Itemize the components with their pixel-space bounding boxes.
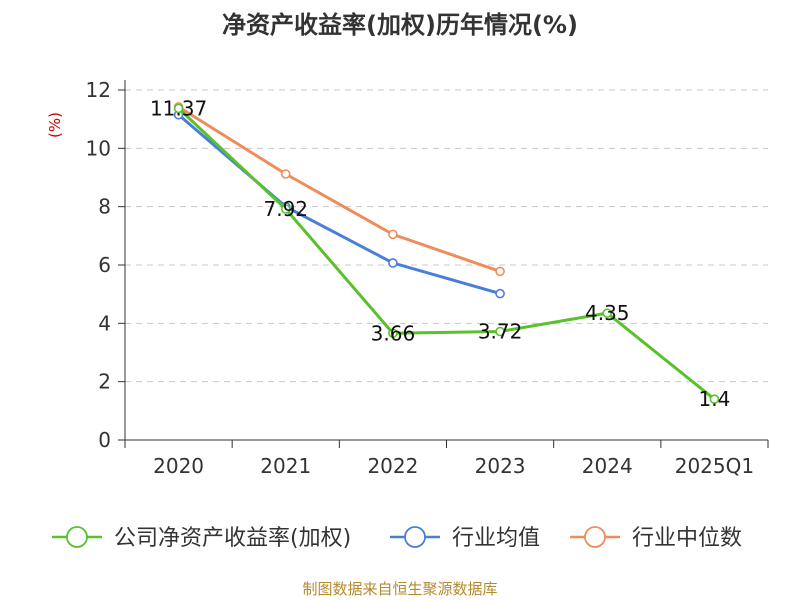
y-tick-label-12: 12 bbox=[86, 78, 111, 102]
data-point-0-2024 bbox=[602, 308, 613, 318]
data-labels: 11.37 7.92 3.66 3.72 4.35 1.4 bbox=[150, 96, 730, 411]
tick-labels: 0 2 4 6 8 10 12 2020 2021 2022 2023 2024 2025Q1 bbox=[86, 78, 755, 478]
chart-title: 净资产收益率(加权)历年情况(%) bbox=[222, 11, 578, 39]
legend-item-1: 行业均值 bbox=[390, 526, 540, 551]
data-label-2024: 4.35 bbox=[585, 301, 630, 325]
data-label-2022: 3.66 bbox=[371, 321, 416, 345]
data-point-1-2022 bbox=[388, 258, 398, 268]
legend-label-2: 行业中位数 bbox=[632, 526, 742, 551]
y-tick-label-8: 8 bbox=[98, 195, 111, 219]
data-point-0-2020 bbox=[173, 103, 184, 114]
x-tick-label-2021: 2021 bbox=[260, 454, 311, 478]
legend-item-0: 公司净资产收益率(加权) bbox=[52, 526, 351, 551]
legend-marker-0 bbox=[66, 526, 88, 548]
y-tick-label-10: 10 bbox=[86, 136, 111, 160]
legend-item-2: 行业中位数 bbox=[570, 526, 742, 551]
x-tick-label-2022: 2022 bbox=[367, 454, 418, 478]
data-point-2-2023 bbox=[495, 266, 505, 277]
series-line-0 bbox=[177, 107, 716, 401]
x-tick-label-2023: 2023 bbox=[475, 454, 526, 478]
data-point-0-2022 bbox=[388, 328, 398, 339]
series-layer bbox=[173, 102, 720, 404]
y-axis-unit-label: (%) bbox=[46, 112, 64, 138]
data-label-2023: 3.72 bbox=[478, 320, 523, 344]
x-tick-label-2024: 2024 bbox=[582, 454, 633, 478]
data-point-1-2023 bbox=[495, 288, 505, 299]
data-label-2021: 7.92 bbox=[263, 197, 308, 221]
data-point-2-2021 bbox=[280, 169, 291, 179]
legend: 公司净资产收益率(加权) 行业均值 行业中位数 bbox=[52, 526, 742, 551]
legend-label-1: 行业均值 bbox=[452, 526, 540, 551]
x-tick-label-2020: 2020 bbox=[153, 454, 204, 478]
x-tick-label-2025Q1: 2025Q1 bbox=[675, 454, 754, 478]
grid-lines bbox=[125, 89, 768, 383]
axes bbox=[118, 80, 769, 448]
data-label-2025Q1: 1.4 bbox=[699, 387, 731, 411]
data-point-0-2021 bbox=[280, 204, 291, 214]
y-tick-label-0: 0 bbox=[98, 428, 111, 452]
y-tick-label-4: 4 bbox=[98, 311, 111, 335]
legend-marker-1 bbox=[404, 526, 426, 548]
data-point-2-2022 bbox=[388, 229, 398, 240]
y-tick-label-2: 2 bbox=[98, 370, 111, 394]
y-tick-label-6: 6 bbox=[98, 253, 111, 277]
legend-marker-2 bbox=[584, 526, 606, 548]
series-line-2 bbox=[177, 105, 501, 273]
data-point-0-2023 bbox=[495, 326, 505, 337]
data-label-2020: 11.37 bbox=[150, 96, 207, 120]
data-point-0-2025Q1 bbox=[709, 394, 720, 404]
legend-label-0: 公司净资产收益率(加权) bbox=[114, 526, 351, 551]
source-note: 制图数据来自恒生聚源数据库 bbox=[302, 580, 497, 598]
